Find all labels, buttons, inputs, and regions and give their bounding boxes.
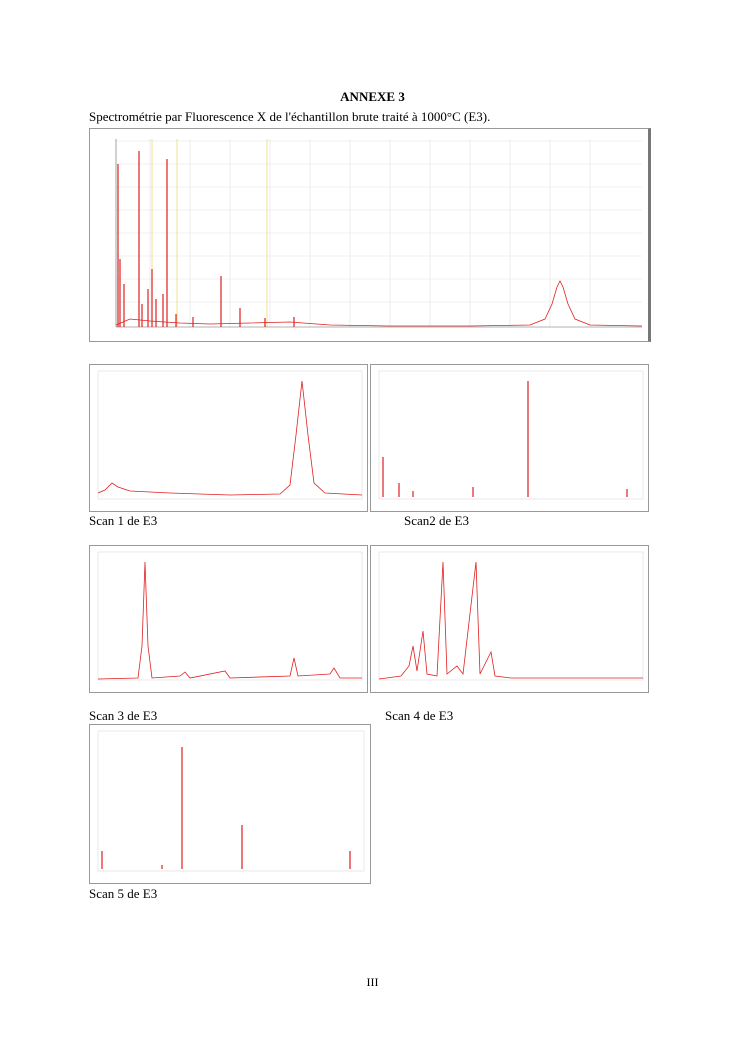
scan-2-image [370,364,649,512]
scan-1-image [89,364,368,512]
scan-2-plot [378,370,644,500]
main-spectrum-image [115,139,643,328]
page-number: III [366,975,379,989]
main-spectrum [89,128,651,342]
scan-3-image [89,545,368,693]
annex-title: ANNEXE 3 [340,89,405,104]
scan-1-plot [97,370,363,500]
subtitle: Spectrométrie par Fluorescence X de l'éc… [89,109,491,124]
scan-4-image [370,545,649,693]
scan-3-plot [97,551,363,681]
caption: Scan 4 de E3 [385,708,454,723]
caption: Scan 5 de E3 [89,886,158,901]
caption: Scan 3 de E3 [89,708,158,723]
caption: Scan2 de E3 [404,513,469,528]
scan-5-image [89,724,371,884]
scan-4-plot [378,551,644,681]
scan-5-plot [97,730,365,872]
caption: Scan 1 de E3 [89,513,158,528]
